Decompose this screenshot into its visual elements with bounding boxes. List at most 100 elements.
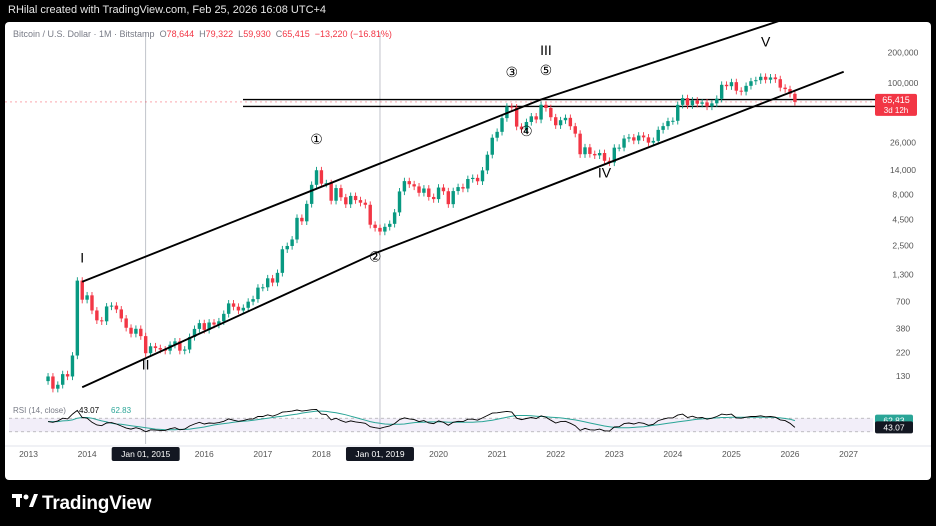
x-axis-tick-label: 2020 xyxy=(429,449,448,459)
candle-body xyxy=(636,135,641,141)
candle-body xyxy=(456,187,460,192)
candle-body xyxy=(90,295,94,311)
candle-body xyxy=(539,104,543,120)
wave-label: II xyxy=(142,356,150,372)
x-axis-highlight-tag xyxy=(345,447,414,461)
candle-body xyxy=(368,204,372,225)
y-axis-tick-label: 8,000 xyxy=(892,189,914,199)
chart-panel[interactable]: I II ① ② ③ ④ ⑤ III IV V RSI (14, close) 43.07 62.83 2… xyxy=(5,22,931,480)
candle-body xyxy=(363,202,368,205)
candle-body xyxy=(656,129,660,141)
candle-body xyxy=(778,79,782,88)
candle-body xyxy=(671,120,675,122)
candle-body xyxy=(256,287,260,300)
candle-body xyxy=(719,84,724,99)
candle-body xyxy=(275,272,280,283)
candle-body xyxy=(471,177,475,180)
brand-name: TradingView xyxy=(42,493,152,514)
candle-body xyxy=(178,341,182,351)
rsi-line xyxy=(48,408,796,433)
candle-body xyxy=(300,217,304,222)
candle-body xyxy=(690,100,695,106)
candle-body xyxy=(290,239,294,246)
candle-body xyxy=(514,107,519,127)
candle-body xyxy=(485,154,490,171)
candle-body xyxy=(305,203,309,222)
candle-body xyxy=(685,98,690,106)
candle-body xyxy=(510,106,514,108)
candle-body xyxy=(266,278,270,288)
candle-body xyxy=(441,187,446,192)
x-axis-tick-label: 2017 xyxy=(253,449,272,459)
wave-label: ⑤ xyxy=(540,62,553,78)
rsi-ma-line xyxy=(48,410,796,431)
candle-body xyxy=(627,137,631,139)
x-axis-tick-label: 2023 xyxy=(605,449,624,459)
x-axis-tick-label: 2025 xyxy=(722,449,741,459)
y-axis-tick-label: 700 xyxy=(896,297,910,307)
channel-upper-line xyxy=(81,22,779,283)
candle-body xyxy=(680,98,685,105)
last-price-tag xyxy=(875,93,917,116)
open-value: 78,644 xyxy=(166,29,195,39)
candle-body xyxy=(183,349,187,351)
candle-body xyxy=(744,85,748,92)
candle-body xyxy=(646,137,651,143)
candle-body xyxy=(153,346,158,349)
candle-body xyxy=(759,76,763,81)
candle-body xyxy=(397,191,402,213)
candle-body xyxy=(348,195,353,205)
candle-body xyxy=(617,147,621,149)
symbol-title[interactable]: Bitcoin / U.S. Dollar · 1M · Bitstamp xyxy=(13,29,155,39)
y-axis-tick-label: 1,300 xyxy=(892,269,914,279)
rsi-ma-legend-value: 62.83 xyxy=(111,406,132,415)
y-axis-tick-label: 4,500 xyxy=(892,215,914,225)
candle-body xyxy=(544,104,548,108)
candle-body xyxy=(158,348,163,350)
candle-body xyxy=(202,323,206,330)
candle-body xyxy=(568,117,573,127)
bottom-brand-bar: TradingView xyxy=(0,480,936,526)
candle-body xyxy=(358,200,363,203)
tradingview-logo-icon xyxy=(12,494,38,507)
candle-body xyxy=(197,323,202,329)
candle-body xyxy=(251,299,255,302)
open-label: O xyxy=(159,29,167,39)
candle-body xyxy=(622,138,626,148)
bar-countdown-label: 3d 12h xyxy=(884,106,908,115)
candle-body xyxy=(285,245,289,250)
candle-body xyxy=(148,346,153,354)
wave-label: ③ xyxy=(505,64,518,80)
last-price-label: 65,415 xyxy=(882,95,910,105)
y-axis-tick-label: 220 xyxy=(896,348,910,358)
candle-body xyxy=(549,107,553,118)
candle-body xyxy=(261,287,265,289)
y-axis-tick-label: 380 xyxy=(896,324,910,334)
candle-body xyxy=(124,318,128,328)
rsi-axis-label: 43.07 xyxy=(883,422,905,432)
candle-body xyxy=(573,126,577,134)
wave-label: ① xyxy=(310,131,323,147)
high-label: H xyxy=(199,29,206,39)
x-axis-highlight-tag xyxy=(111,447,180,461)
candle-body xyxy=(173,341,177,345)
candle-body xyxy=(724,84,729,87)
candle-body xyxy=(226,303,231,314)
candle-body xyxy=(134,328,138,334)
candle-body xyxy=(768,77,773,80)
candle-body xyxy=(534,116,538,120)
candle-body xyxy=(666,121,670,127)
channel-lower-line xyxy=(81,70,845,389)
candle-body xyxy=(85,295,89,300)
candle-body xyxy=(119,309,123,319)
x-axis-tick-label: 2016 xyxy=(195,449,214,459)
candle-body xyxy=(593,153,597,156)
wave-label: V xyxy=(761,34,771,50)
candle-body xyxy=(422,188,426,193)
candle-body xyxy=(207,322,211,330)
candle-body xyxy=(56,384,60,389)
tradingview-brand[interactable]: TradingView xyxy=(12,493,152,515)
candle-body xyxy=(461,187,465,189)
